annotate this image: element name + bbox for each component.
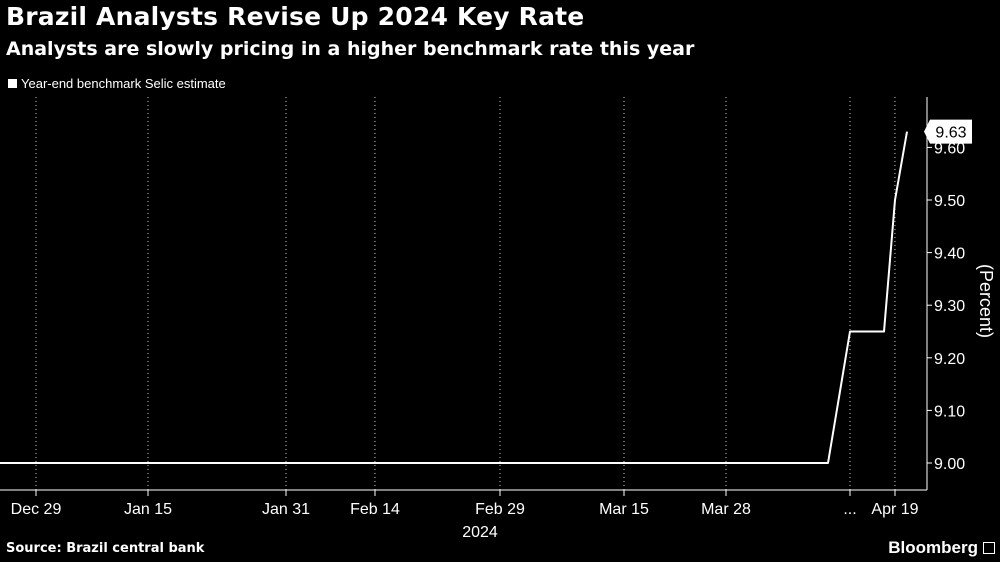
legend-swatch xyxy=(8,79,17,88)
x-tick-label: Jan 15 xyxy=(124,501,172,518)
y-tick-label: 9.10 xyxy=(934,403,965,420)
legend-label: Year-end benchmark Selic estimate xyxy=(21,76,226,91)
brand-logo: Bloomberg xyxy=(888,538,978,557)
y-tick-label: 9.00 xyxy=(934,456,965,473)
x-tick-label: Dec 29 xyxy=(11,501,62,518)
y-axis-label: (Percent) xyxy=(976,264,996,338)
y-tick-label: 9.60 xyxy=(934,140,965,157)
x-tick-label: Apr 19 xyxy=(871,501,918,518)
x-tick-label: Mar 15 xyxy=(599,501,649,518)
x-tick-label: Mar 28 xyxy=(701,501,751,518)
x-tick-label: ... xyxy=(843,501,856,518)
y-tick-label: 9.20 xyxy=(934,351,965,368)
chart-subtitle: Analysts are slowly pricing in a higher … xyxy=(6,38,695,60)
chart-title: Brazil Analysts Revise Up 2024 Key Rate xyxy=(6,2,585,31)
x-tick-label: Jan 31 xyxy=(262,501,310,518)
end-value-label: 9.63 xyxy=(935,125,966,142)
y-tick-label: 9.50 xyxy=(934,193,965,210)
source-note: Source: Brazil central bank xyxy=(6,541,205,556)
x-tick-label: Feb 14 xyxy=(350,501,400,518)
y-tick-label: 9.30 xyxy=(934,298,965,315)
x-tick-label: Feb 29 xyxy=(475,501,525,518)
y-tick-label: 9.40 xyxy=(934,246,965,263)
x-sublabel: 2024 xyxy=(462,524,498,541)
series-line xyxy=(0,131,908,464)
brand-mark-icon xyxy=(983,542,995,554)
end-value-box xyxy=(924,119,972,144)
legend: Year-end benchmark Selic estimate xyxy=(8,76,226,91)
